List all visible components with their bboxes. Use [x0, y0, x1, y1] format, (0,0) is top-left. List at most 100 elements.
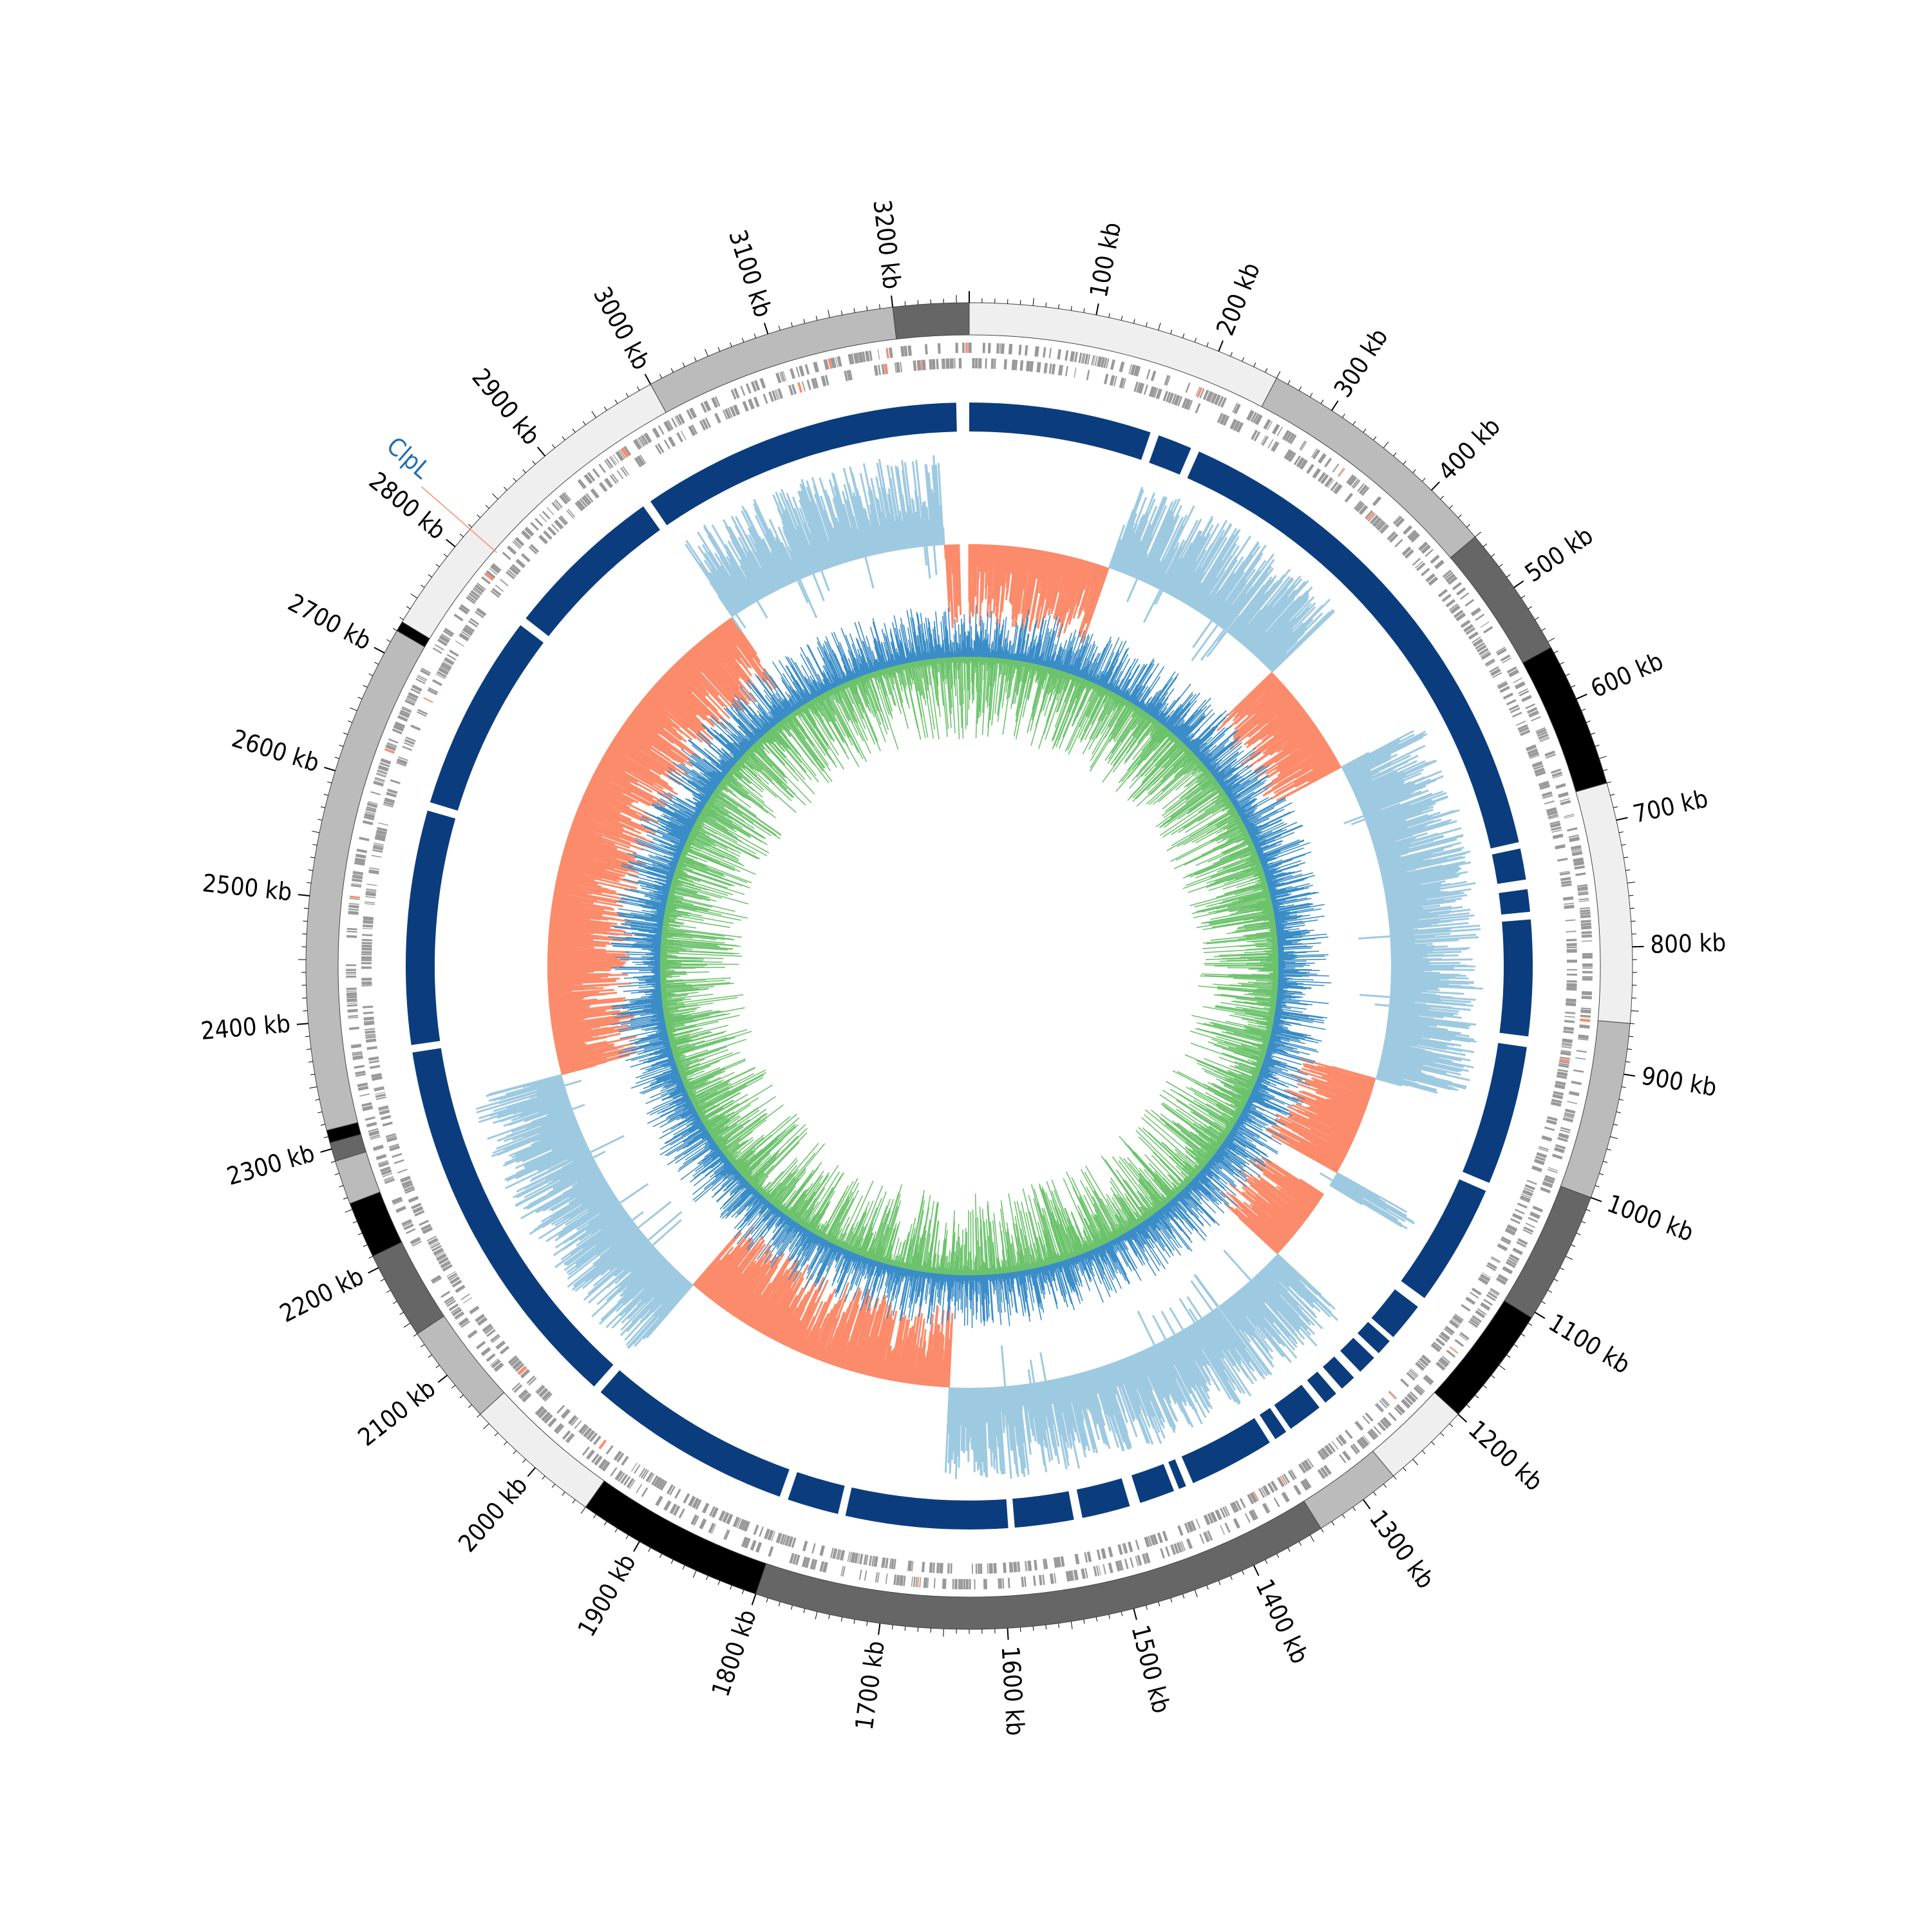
gene-feature [1217, 396, 1224, 407]
gene-feature [711, 1524, 717, 1534]
gene-feature [419, 1219, 430, 1226]
gene-feature [1582, 940, 1593, 942]
minor-tick [1528, 606, 1533, 609]
gene-feature [1578, 891, 1589, 893]
gene-feature [1444, 571, 1454, 580]
gene-feature [446, 1271, 456, 1277]
gene-feature [1251, 430, 1258, 440]
gene-feature [753, 1524, 759, 1535]
gene-feature [384, 1179, 395, 1184]
scale-label-2900kb: 2900 kb [466, 363, 545, 450]
gene-feature [1233, 403, 1241, 415]
gene-feature [1430, 1343, 1441, 1352]
gene-feature [470, 590, 480, 599]
minor-tick [513, 1450, 517, 1454]
gene-feature [896, 1575, 899, 1586]
gene-feature [1579, 907, 1590, 910]
gene-feature [1043, 1558, 1046, 1569]
gene-feature [767, 1530, 774, 1541]
gene-feature [983, 1578, 987, 1589]
coverage-bar-high [1160, 520, 1199, 591]
gene-feature [1533, 1159, 1545, 1166]
major-tick [751, 1593, 757, 1605]
gene-feature [1551, 826, 1562, 831]
gene-feature [515, 1363, 525, 1372]
gene-feature [1327, 1443, 1336, 1453]
gene-feature [377, 769, 388, 775]
gene-feature [1465, 627, 1475, 636]
gene-feature [500, 1345, 510, 1355]
gene-feature [842, 1566, 846, 1577]
minor-tick [1586, 1209, 1591, 1212]
gene-feature [881, 1557, 886, 1568]
gene-feature [1051, 363, 1056, 375]
gene-feature [393, 1200, 403, 1205]
gene-feature [355, 1070, 366, 1075]
gene-feature [536, 1385, 545, 1395]
gene-feature [1486, 1264, 1496, 1271]
gene-feature [1338, 1434, 1347, 1445]
gene-feature [476, 1341, 486, 1350]
gene-feature [491, 1359, 501, 1368]
gene-feature [346, 992, 357, 997]
gene-feature [968, 342, 972, 354]
gene-feature [1563, 1115, 1574, 1119]
gene-feature [1505, 1260, 1516, 1269]
gene-feature [486, 570, 496, 579]
gene-feature [1267, 421, 1273, 431]
minor-tick [1393, 1475, 1397, 1480]
gene-feature [348, 908, 359, 911]
gene-feature [701, 419, 709, 430]
gene-feature [688, 407, 697, 419]
gene-feature [450, 1276, 460, 1285]
gene-feature [1581, 990, 1593, 996]
gene-feature [1440, 1331, 1450, 1341]
gene-feature [1568, 1090, 1580, 1097]
gene-feature [1048, 348, 1052, 359]
gene-feature [362, 927, 373, 930]
major-tick [296, 1023, 308, 1025]
minor-tick [1070, 306, 1072, 311]
contig-segment-24 [892, 302, 970, 340]
gene-feature [648, 1473, 655, 1483]
gene-feature [869, 350, 873, 361]
gene-feature [1053, 1557, 1059, 1568]
gene-feature [1471, 1317, 1481, 1325]
gene-feature [1018, 345, 1022, 355]
gene-feature [538, 1408, 548, 1419]
minor-tick [1431, 1441, 1435, 1446]
gene-feature [813, 361, 819, 373]
gene-feature [1373, 1426, 1381, 1435]
gene-feature [520, 1368, 531, 1379]
gene-feature [1229, 419, 1238, 430]
gene-feature [1469, 1291, 1479, 1299]
gene-feature [357, 1086, 369, 1091]
gene-feature [528, 1377, 537, 1386]
gene-feature [931, 359, 936, 370]
gene-feature [346, 990, 357, 992]
gene-feature [484, 1326, 494, 1334]
gene-feature [954, 358, 956, 369]
gene-feature [365, 1036, 376, 1039]
gene-feature [1574, 865, 1585, 870]
gene-feature [430, 1274, 442, 1283]
gene-feature [458, 1317, 469, 1327]
minor-tick [312, 844, 317, 846]
gene-feature [1559, 871, 1571, 876]
gene-feature [718, 1510, 725, 1521]
minor-tick [1482, 544, 1487, 547]
gene-feature [1552, 774, 1563, 779]
gene-feature [1312, 468, 1321, 479]
gene-feature [1317, 1469, 1326, 1479]
gene-feature [1563, 1030, 1574, 1034]
gene-feature [1119, 361, 1125, 373]
gene-feature [678, 1508, 685, 1519]
gene-feature [1092, 355, 1096, 366]
gene-feature [677, 413, 685, 424]
minor-tick [1121, 316, 1123, 321]
minor-tick [694, 357, 697, 362]
gene-feature [1546, 753, 1556, 759]
minor-tick [1095, 1616, 1098, 1622]
gene-feature [1421, 567, 1430, 576]
gene-feature [1387, 531, 1396, 541]
